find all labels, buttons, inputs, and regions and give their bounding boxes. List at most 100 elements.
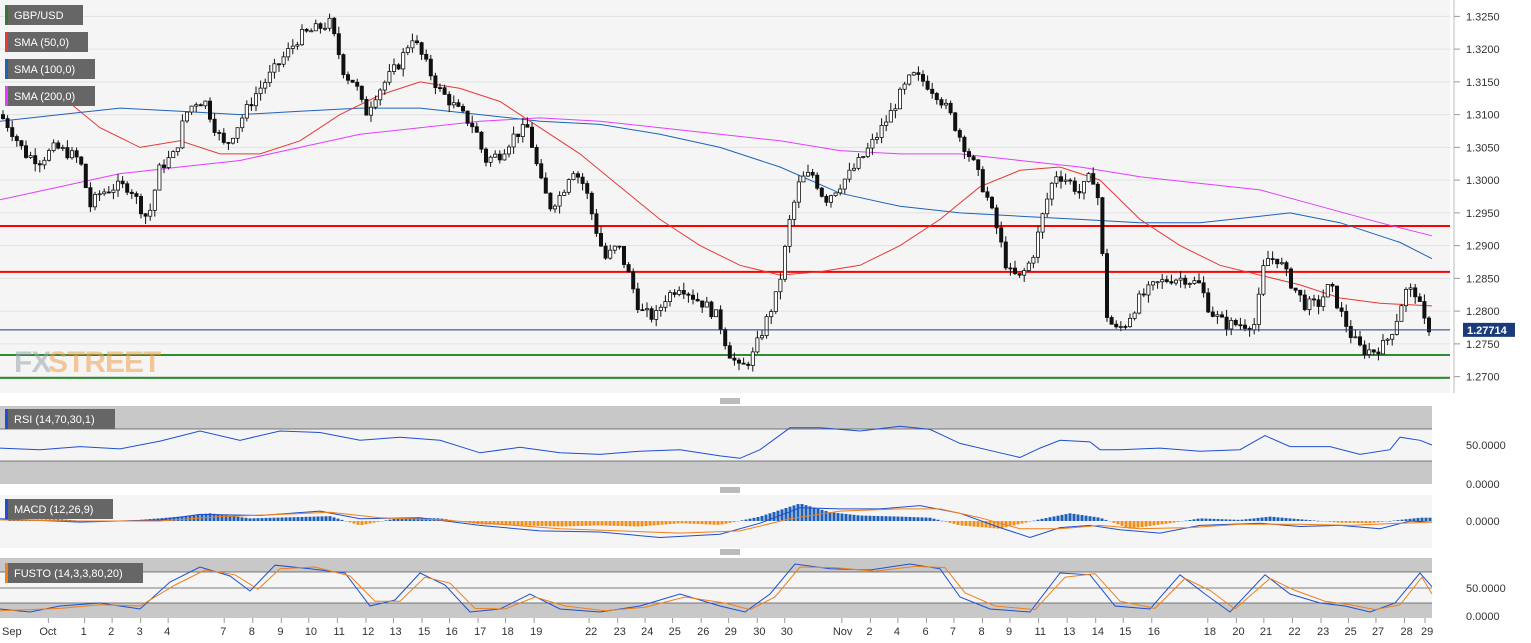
macd-histogram-bar [524, 521, 528, 526]
macd-label-bg [5, 499, 113, 519]
macd-histogram-bar [348, 521, 352, 523]
macd-histogram-bar [948, 521, 952, 523]
candle-down [161, 164, 166, 169]
macd-histogram-bar [1092, 516, 1096, 521]
candle-up [382, 81, 387, 91]
candle-down [548, 192, 553, 210]
candle-up [506, 146, 511, 155]
candle-down [1003, 241, 1008, 269]
macd-histogram-bar [388, 519, 392, 521]
candle-down [709, 301, 714, 318]
candle-up [1192, 280, 1197, 284]
current-price-tag: 1.27714 [1463, 322, 1515, 337]
candle-down [631, 271, 636, 290]
candle-up [60, 147, 65, 149]
candle-up [778, 278, 783, 293]
candle-down [74, 150, 79, 158]
candle-down [695, 298, 700, 302]
pane-splitter-3[interactable] [720, 549, 740, 555]
macd-histogram-bar [1252, 518, 1256, 521]
macd-histogram-bar [300, 516, 304, 521]
candle-up [295, 44, 300, 47]
candle-down [516, 133, 521, 137]
pane-splitter-2[interactable] [720, 487, 740, 493]
macd-label-tag[interactable]: MACD (12,26,9) [5, 499, 113, 519]
fusto-label-tag[interactable]: FUSTO (14,3,3,80,20) [5, 563, 143, 583]
macd-histogram-bar [772, 511, 776, 521]
sma200-line [0, 117, 1433, 237]
macd-histogram-bar [1080, 515, 1084, 521]
time-tick-label: 30 [781, 626, 793, 638]
macd-histogram-bar [1388, 521, 1392, 522]
candle-up [1146, 284, 1151, 296]
candle-down [539, 163, 544, 179]
time-tick-label: 15 [418, 626, 430, 638]
candle-down [971, 156, 976, 161]
legend-instrument-label: GBP/USD [14, 10, 64, 22]
candle-down [810, 171, 815, 176]
candle-down [424, 53, 429, 60]
legend-sma100[interactable]: SMA (100,0) [5, 59, 95, 79]
macd-signal-line [0, 508, 1433, 534]
candle-down [460, 106, 465, 112]
candle-up [944, 102, 949, 106]
candle-up [1054, 176, 1059, 184]
candle-up [796, 181, 801, 203]
macd-histogram-bar [1224, 519, 1228, 521]
rsi-label-tag[interactable]: RSI (14,70,30,1) [5, 409, 115, 429]
rsi-label-swatch [5, 409, 8, 429]
candle-up [553, 205, 558, 210]
candle-down [359, 85, 364, 100]
time-tick-label: 2 [108, 626, 114, 638]
time-tick-label: 19 [530, 626, 542, 638]
rsi-line [0, 425, 1433, 459]
candle-down [939, 99, 944, 106]
fxstreet-watermark: FX STREET [14, 346, 162, 379]
current-price-tag-background [1463, 322, 1515, 337]
candle-down [249, 104, 254, 107]
macd-pane: MACD (12,26,9) 0.0000 [0, 495, 1500, 548]
candle-up [829, 195, 834, 203]
macd-histogram-bar [1336, 521, 1340, 523]
time-axis: Sep Oct 1 2 3 4 7 8 9 10 11 12 13 15 16 17 18 19 22 23 24 25 2… [2, 618, 1433, 638]
candle-down [691, 294, 696, 300]
candle-up [1256, 293, 1261, 325]
macd-histogram-bar [1040, 518, 1044, 521]
candle-down [1371, 349, 1376, 353]
candle-down [1358, 336, 1363, 346]
legend-instrument[interactable]: GBP/USD [5, 5, 83, 25]
candle-up [714, 309, 719, 318]
macd-histogram-bar [1180, 521, 1184, 522]
macd-histogram-bar [352, 521, 356, 524]
macd-histogram-bar [768, 513, 772, 521]
macd-histogram-bar [296, 517, 300, 521]
legend-sma200[interactable]: SMA (200,0) [5, 86, 95, 106]
legend-sma50[interactable]: SMA (50,0) [5, 32, 88, 52]
candle-up [116, 180, 121, 191]
candle-down [1100, 197, 1105, 255]
candle-down [221, 132, 226, 143]
candle-down [534, 147, 539, 165]
candle-down [962, 136, 967, 152]
pane-splitter-1[interactable] [720, 398, 740, 404]
candle-up [787, 219, 792, 247]
legend-sma100-swatch [5, 59, 8, 79]
macd-histogram-bar [552, 521, 556, 527]
candle-down [580, 176, 585, 184]
candle-up [704, 301, 709, 308]
macd-histogram-bar [724, 521, 728, 524]
macd-histogram-bar [592, 521, 596, 526]
candle-up [557, 195, 562, 207]
macd-histogram-bar [588, 521, 592, 526]
macd-histogram-bar [844, 513, 848, 521]
candle-down [603, 245, 608, 259]
candle-up [322, 27, 327, 30]
candle-down [1224, 316, 1229, 330]
macd-histogram-bar [384, 520, 388, 521]
macd-histogram-bar [184, 515, 188, 521]
macd-label-text: MACD (12,26,9) [14, 504, 93, 516]
candle-down [134, 193, 139, 197]
candle-up [792, 201, 797, 220]
candle-down [474, 126, 479, 133]
macd-histogram-bar [1368, 521, 1372, 524]
